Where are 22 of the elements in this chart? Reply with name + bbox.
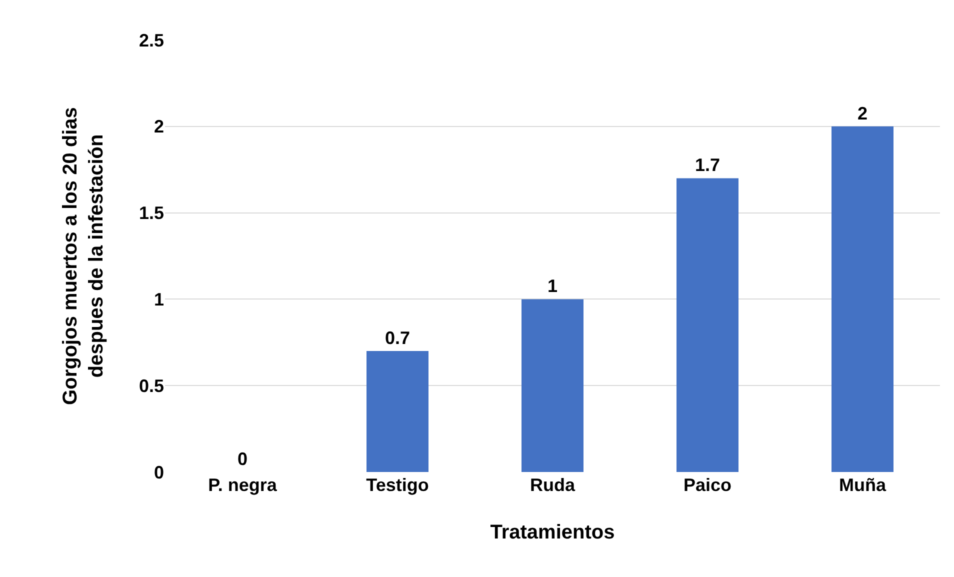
x-axis-title: Tratamientos [490, 522, 615, 544]
y-tick-label: 1 [154, 290, 164, 310]
data-label: 2 [857, 103, 868, 124]
x-tick-label: Muña [839, 475, 887, 495]
x-tick-label: P. negra [208, 475, 278, 495]
data-label: 1 [547, 276, 558, 296]
data-label: 0.7 [384, 328, 410, 348]
bar [522, 299, 584, 472]
data-label: 1.7 [694, 155, 720, 176]
bar [366, 351, 428, 472]
x-tick-label: Testigo [366, 475, 429, 495]
y-tick-label: 2 [154, 116, 164, 137]
data-label: 0 [237, 449, 248, 469]
x-tick-label: Paico [683, 475, 732, 495]
y-axis-title: Gorgojos muertos a los 20 dias despues de la infestación [59, 107, 108, 405]
y-tick-label: 1.5 [138, 203, 164, 224]
y-tick-label: 0.5 [138, 376, 164, 396]
y-tick-label: 0 [154, 462, 164, 482]
y-tick-label: 2.5 [138, 30, 164, 50]
bar [832, 126, 894, 472]
bar [676, 178, 738, 472]
x-tick-label: Ruda [530, 475, 576, 495]
